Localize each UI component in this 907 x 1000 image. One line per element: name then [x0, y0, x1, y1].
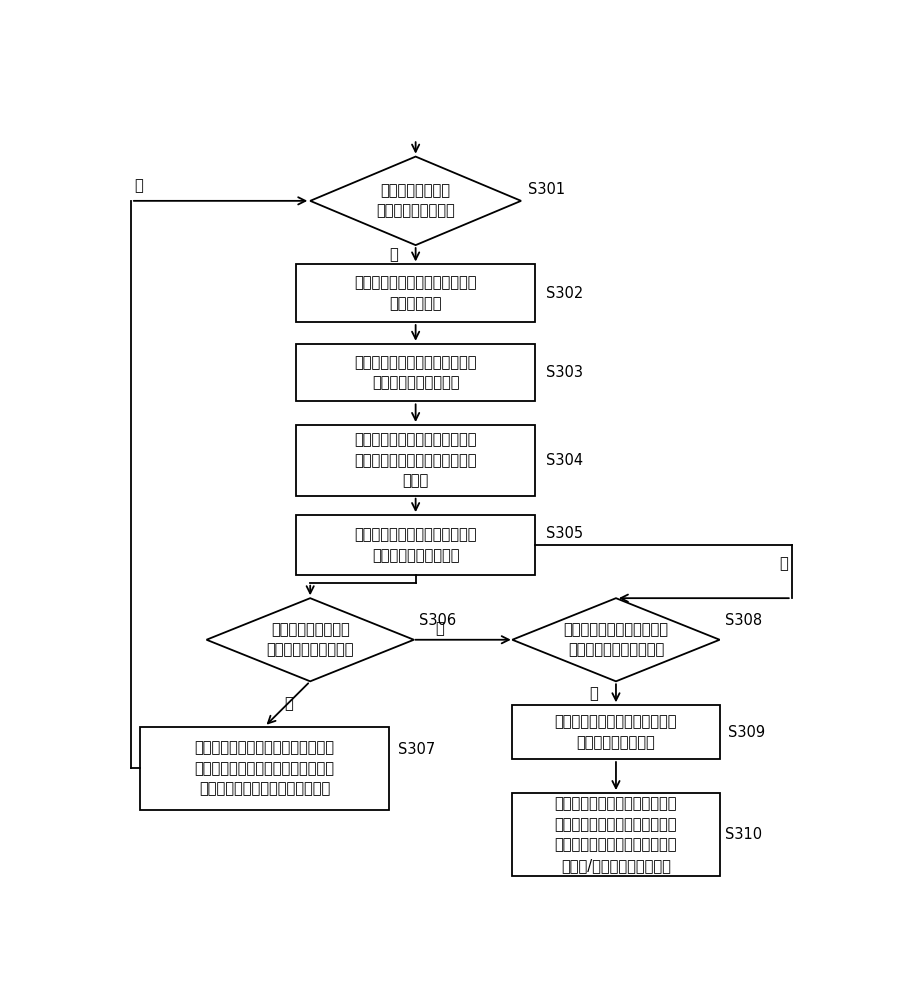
FancyBboxPatch shape	[512, 705, 719, 759]
Text: 所述应用处理器获取所述协议栈
状态异常原因和日志: 所述应用处理器获取所述协议栈 状态异常原因和日志	[555, 714, 678, 750]
FancyBboxPatch shape	[297, 264, 535, 322]
Text: S303: S303	[546, 365, 582, 380]
Text: S309: S309	[728, 725, 766, 740]
Polygon shape	[310, 157, 521, 245]
Text: S306: S306	[419, 613, 456, 628]
Text: 是: 是	[284, 697, 293, 712]
Text: 是: 是	[779, 556, 788, 571]
Text: 若网络注册成功，所述应用处理
器记录当前的位置信息: 若网络注册成功，所述应用处理 器记录当前的位置信息	[355, 527, 477, 563]
Text: 是: 是	[389, 247, 398, 262]
Text: 否: 否	[590, 686, 599, 701]
FancyBboxPatch shape	[140, 727, 389, 810]
Text: 所述调制解调器指示应用处理器
处理本次异常: 所述调制解调器指示应用处理器 处理本次异常	[355, 276, 477, 311]
Text: S307: S307	[398, 742, 435, 757]
Text: 所述应用处理器恢复所述调制解调器
支持的多个协议栈中的默认协议栈开
关状态或同时复位所述调制解调器: 所述应用处理器恢复所述调制解调器 支持的多个协议栈中的默认协议栈开 关状态或同时…	[194, 740, 335, 796]
Text: 所述应用处理器判断是否已
上报协议栈状态异常原因: 所述应用处理器判断是否已 上报协议栈状态异常原因	[563, 622, 668, 657]
FancyBboxPatch shape	[297, 425, 535, 496]
Text: S304: S304	[546, 453, 583, 468]
Text: 所述应用处理器开启第二协议栈
，并使用所述第二协议栈进行网
络注册: 所述应用处理器开启第二协议栈 ，并使用所述第二协议栈进行网 络注册	[355, 432, 477, 488]
Text: 所述应用处理器向给网络侧设备
上报所述协议栈状态异常原因、
日志和所述移动终端当前的位置
信息和/或显示所述异常原因: 所述应用处理器向给网络侧设备 上报所述协议栈状态异常原因、 日志和所述移动终端当…	[555, 796, 678, 873]
Text: S310: S310	[725, 827, 762, 842]
Polygon shape	[512, 598, 719, 681]
FancyBboxPatch shape	[297, 344, 535, 401]
Text: 所述应用处理器关闭引起协议栈
状态异常的第一协议栈: 所述应用处理器关闭引起协议栈 状态异常的第一协议栈	[355, 355, 477, 390]
Text: 否: 否	[435, 621, 444, 636]
Text: S305: S305	[546, 526, 583, 541]
Text: S302: S302	[546, 286, 583, 301]
FancyBboxPatch shape	[297, 515, 535, 575]
FancyBboxPatch shape	[512, 793, 719, 876]
Polygon shape	[207, 598, 414, 681]
Text: S308: S308	[725, 613, 762, 628]
Text: S301: S301	[528, 182, 565, 197]
Text: 否: 否	[134, 178, 143, 193]
Text: 调制解调器是否检
测到协议栈状态异常: 调制解调器是否检 测到协议栈状态异常	[376, 183, 455, 219]
Text: 所述应用处理器检测
位置信息是否发生变化: 所述应用处理器检测 位置信息是否发生变化	[267, 622, 354, 657]
